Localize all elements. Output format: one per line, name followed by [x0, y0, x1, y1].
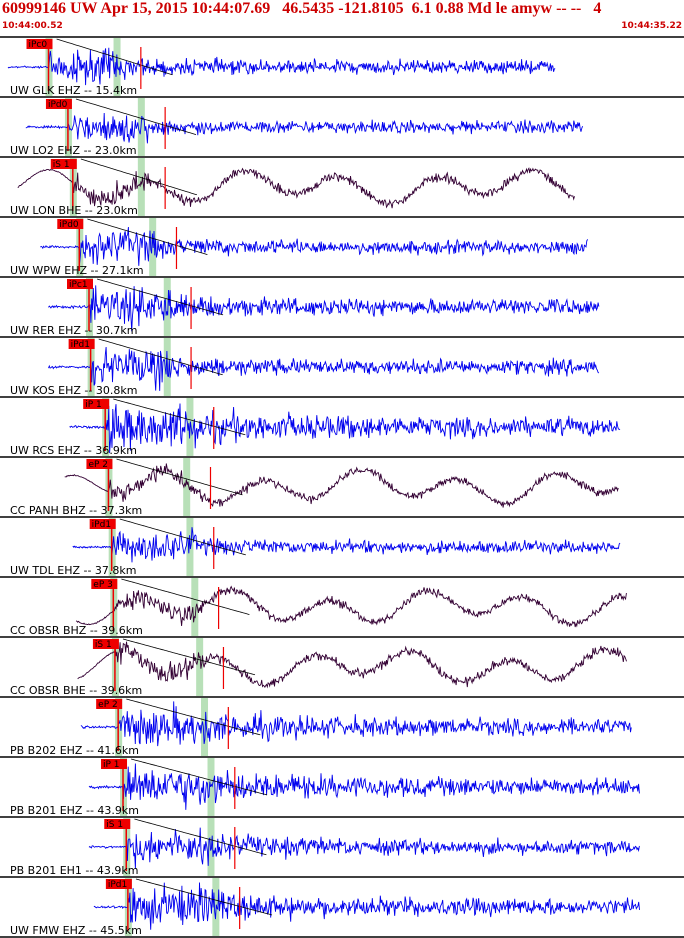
pick-label: iPd0 [59, 220, 79, 230]
coda-curve [56, 38, 173, 76]
station-label: CC OBSR BHZ -- 39.6km [10, 624, 143, 637]
coda-curve [80, 158, 198, 196]
pick-flag [86, 459, 113, 469]
s-window [207, 818, 215, 876]
coda-curve [96, 278, 224, 316]
station-label: UW TDL EHZ -- 37.8km [10, 564, 137, 577]
pick-flag [57, 219, 84, 229]
coda-curve [113, 398, 246, 436]
pick-flag [105, 879, 132, 889]
coda-curve [135, 878, 273, 916]
pick-label: eP 2 [98, 700, 118, 710]
coda-curve [131, 758, 268, 796]
pick-flag [89, 519, 116, 529]
waveform [40, 226, 589, 266]
station-label: PB B201 EH1 -- 43.9km [10, 864, 138, 877]
coda-curve [116, 458, 243, 496]
waveform [80, 701, 632, 747]
coda-curve [119, 518, 246, 556]
waveform [88, 763, 640, 810]
pick-label: iP 1 [85, 400, 102, 410]
pick-flag [26, 39, 53, 49]
waveform [77, 641, 627, 689]
pick-label: iPd0 [48, 100, 68, 110]
pick-label: iS 1 [53, 160, 70, 170]
pick-label: eP 3 [93, 580, 113, 590]
station-label: UW RER EHZ -- 30.7km [10, 324, 137, 337]
station-label: UW KOS EHZ -- 30.8km [10, 384, 137, 397]
event-header: 60999146 UW Apr 15, 2015 10:44:07.69 46.… [2, 0, 602, 17]
waveform [48, 285, 600, 332]
s-window [137, 158, 145, 216]
s-window [201, 698, 209, 756]
station-label: UW RCS EHZ -- 36.9km [10, 444, 137, 457]
time-end-label: 10:44:35.22 [621, 21, 682, 31]
pick-flag [68, 339, 95, 349]
station-label: UW LO2 EHZ -- 23.0km [10, 144, 137, 157]
waveform [48, 346, 600, 391]
time-start-label: 10:44:00.52 [2, 21, 63, 31]
coda-curve [134, 818, 267, 856]
s-window [163, 278, 171, 336]
coda-curve [126, 698, 261, 736]
pick-flag [83, 399, 110, 409]
pick-label: iPc0 [29, 40, 48, 50]
pick-flag [92, 639, 119, 649]
pick-flag [50, 159, 77, 169]
waveform [64, 463, 619, 508]
waveform [7, 47, 556, 86]
pick-flag [101, 759, 128, 769]
pick-label: iPd1 [71, 340, 90, 350]
pick-label: eP 2 [88, 460, 108, 470]
s-window [191, 578, 199, 636]
station-label: UW GLK EHZ -- 15.4km [10, 84, 137, 97]
station-label: UW WPW EHZ -- 27.1km [10, 264, 144, 277]
pick-label: iPc1 [69, 280, 88, 290]
pick-flag [45, 99, 72, 109]
pick-flag [67, 279, 93, 289]
coda-curve [98, 338, 223, 376]
station-label: PB B202 EHZ -- 41.6km [10, 744, 139, 757]
coda-curve [121, 578, 250, 615]
pick-flag [104, 819, 131, 829]
station-label: PB B201 EHZ -- 43.9km [10, 804, 139, 817]
waveform [93, 882, 640, 930]
s-window [196, 638, 204, 696]
waveform [88, 827, 640, 869]
pick-label: iS 1 [106, 820, 123, 830]
coda-curve [87, 218, 208, 255]
s-window [149, 218, 157, 276]
pick-label: iPd1 [92, 520, 111, 530]
station-label: CC OBSR BHE -- 39.6km [10, 684, 142, 697]
waveform [75, 585, 627, 628]
station-label: CC PANH BHZ -- 37.3km [10, 504, 142, 517]
pick-label: iPd1 [108, 880, 127, 890]
waveform [25, 112, 584, 144]
s-window [113, 38, 121, 96]
waveform [72, 527, 621, 563]
pick-flag [96, 699, 123, 709]
waveform [17, 167, 575, 209]
pick-label: iP 1 [103, 760, 120, 770]
station-label: UW LON BHE -- 23.0km [10, 204, 138, 217]
pick-label: iS 1 [95, 640, 112, 650]
s-window [183, 458, 191, 516]
station-label: UW FMW EHZ -- 45.5km [10, 924, 142, 937]
coda-curve [75, 98, 197, 135]
coda-curve [122, 638, 256, 676]
pick-flag [91, 579, 118, 589]
waveform [69, 403, 621, 454]
